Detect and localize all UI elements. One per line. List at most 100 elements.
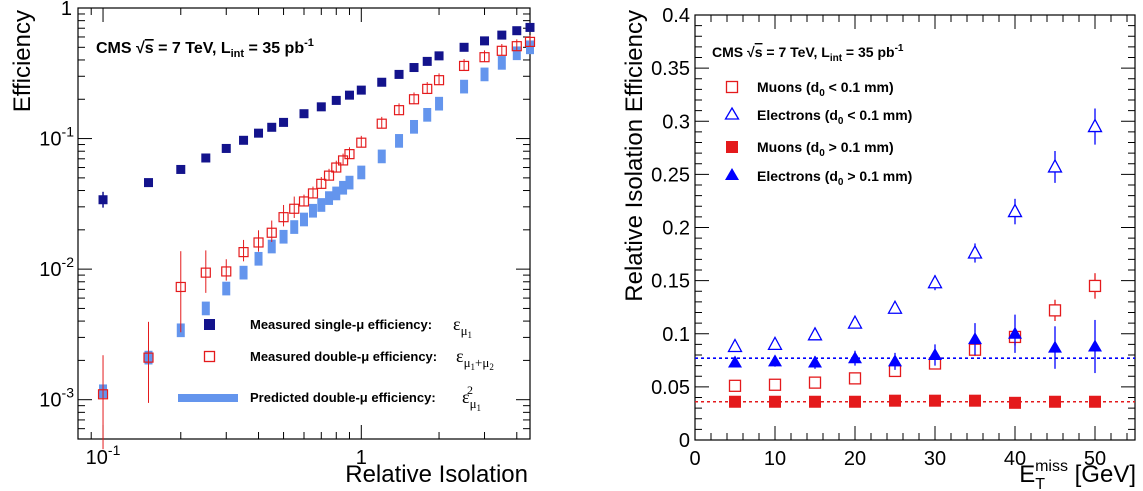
right-reference-lines (695, 357, 1135, 403)
legend-label-single: Measured single-μ efficiency: (250, 317, 432, 332)
single-point (394, 69, 404, 79)
predicted-point (512, 46, 521, 61)
single-point (316, 102, 326, 112)
predicted-point (423, 107, 432, 122)
mu-hi-point (849, 395, 861, 408)
mu-lo-point (1088, 279, 1102, 293)
double-point (524, 36, 536, 47)
x-tick-label: 50 (1084, 448, 1106, 470)
left-legend: Measured single-μ efficiency: εμ1 Measur… (178, 314, 494, 413)
predicted-point (357, 165, 366, 180)
double-point (289, 203, 300, 214)
double-point (433, 75, 445, 86)
el-lo-point (767, 336, 783, 351)
predicted-point (497, 56, 506, 70)
double-point (266, 227, 277, 238)
double-point (97, 389, 109, 400)
double-point (331, 162, 342, 173)
predicted-point (267, 239, 276, 254)
single-point (98, 195, 108, 205)
single-point (254, 128, 264, 138)
x-tick-label: 40 (1004, 448, 1026, 470)
left-cms-annotation: CMS √s = 7 TeV, Lint = 35 pb-1 (96, 37, 314, 60)
single-point (409, 63, 419, 73)
legend-entry-electrons-lo: Electrons (d0 < 0.1 mm) (724, 106, 912, 127)
predicted-point (290, 220, 299, 234)
el-lo-point (807, 326, 823, 341)
legend-marker-predicted (178, 394, 238, 402)
el-hi-point (888, 354, 902, 367)
mu-hi-point (729, 395, 741, 408)
el-hi-point (1048, 340, 1062, 353)
y-tick-label: 0.2 (662, 218, 690, 240)
double-point (221, 266, 232, 277)
predicted-point (460, 79, 469, 94)
el-lo-point (1087, 118, 1103, 133)
single-point (512, 26, 522, 36)
y-tick-label: 0 (679, 430, 690, 452)
single-point (221, 143, 231, 153)
single-point (344, 90, 354, 100)
left-y-axis-label: Efficiency (9, 10, 36, 112)
y-tick-label: 0.25 (651, 164, 690, 186)
predicted-point (377, 149, 386, 164)
legend-entry-muons-hi: Muons (d0 > 0.1 mm) (726, 139, 894, 159)
el-lo-point (847, 314, 863, 329)
panel-isolation-efficiency: 10-1 1 10-3 10-2 10-1 1 Relative Isolation Ef… (9, 0, 536, 488)
predicted-point (345, 175, 354, 190)
legend-entry-muons-lo: Muons (d0 < 0.1 mm) (725, 79, 894, 99)
legend-formula-predicted: εμ12 (462, 383, 481, 413)
legend-label-electrons-hi: Electrons (d0 > 0.1 mm) (757, 168, 912, 188)
double-point (393, 105, 405, 116)
predicted-point (339, 180, 348, 195)
double-point (376, 118, 387, 129)
el-hi-point (728, 355, 742, 368)
el-hi-point (768, 354, 782, 367)
legend-marker-electrons-lo (724, 106, 740, 120)
predicted-point (308, 203, 317, 218)
right-legend: Muons (d0 < 0.1 mm) Electrons (d0 < 0.1 … (724, 79, 912, 188)
single-point (480, 36, 490, 46)
predicted-point (435, 96, 444, 111)
right-x-axis-label: ETmiss [GeV] (1019, 458, 1136, 491)
el-hi-point (968, 332, 982, 345)
el-hi-point (1088, 339, 1102, 352)
mu-hi-point (809, 395, 821, 408)
predicted-point (222, 281, 231, 296)
predicted-point (480, 67, 489, 82)
el-lo-point (1007, 203, 1023, 218)
double-point (307, 188, 319, 199)
single-point (144, 178, 154, 188)
legend-marker-muons-hi (726, 141, 738, 153)
predicted-point (410, 119, 419, 134)
y-tick-label: 10-2 (39, 254, 74, 281)
legend-entry-predicted: Predicted double-μ efficiency: εμ12 (178, 383, 481, 413)
x-tick-label: 10-1 (86, 442, 121, 469)
y-tick-label: 0.15 (651, 271, 690, 293)
predicted-point (526, 40, 534, 55)
predicted-point (201, 301, 210, 316)
legend-formula-double: εμ1+μ2 (456, 346, 494, 372)
mu-hi-point (769, 395, 781, 408)
legend-marker-double (203, 350, 216, 363)
single-point (176, 164, 186, 174)
el-lo-point (727, 338, 743, 353)
legend-label-predicted: Predicted double-μ efficiency: (250, 390, 436, 405)
right-data-marks (727, 108, 1103, 409)
single-point (422, 56, 432, 66)
legend-entry-electrons-hi: Electrons (d0 > 0.1 mm) (725, 168, 912, 188)
predicted-point (325, 191, 334, 205)
mu-lo-point (848, 372, 862, 385)
double-point (175, 281, 186, 293)
double-point (422, 83, 433, 95)
right-cms-annotation: CMS √s = 7 TeV, Lint = 35 pb-1 (712, 43, 904, 64)
y-tick-label: 0.1 (662, 324, 690, 346)
mu-lo-point (728, 379, 742, 392)
el-hi-point (928, 348, 942, 360)
single-point (377, 77, 387, 87)
single-point (279, 117, 289, 127)
double-point (337, 155, 349, 166)
legend-marker-single (204, 319, 215, 330)
legend-marker-electrons-hi (725, 168, 739, 180)
legend-entry-double: Measured double-μ efficiency: εμ1+μ2 (203, 346, 494, 372)
